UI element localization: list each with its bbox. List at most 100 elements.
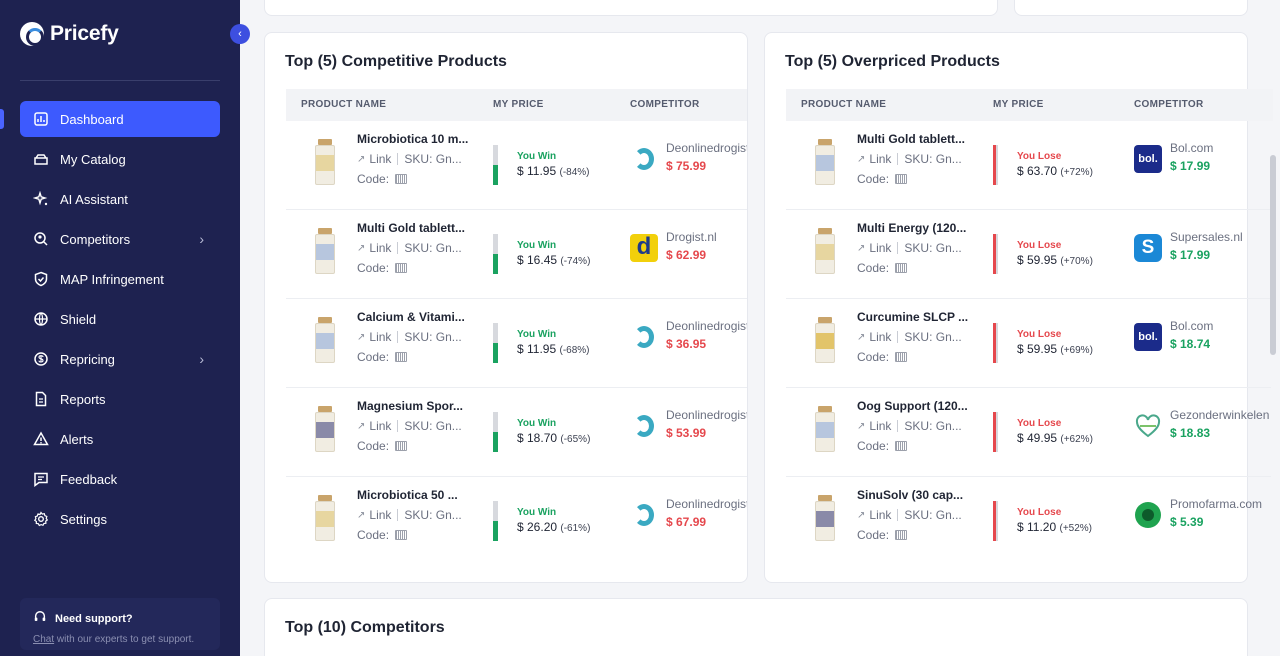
app-logo[interactable]: Pricefy bbox=[20, 22, 119, 46]
price-status: You Lose bbox=[1017, 329, 1062, 340]
table-row[interactable]: Microbiotica 50 ... ↗ Link SKU: Gn... Code: Y… bbox=[286, 477, 747, 566]
top-competitors-card: Top (10) Competitors bbox=[264, 598, 1248, 656]
table-header: PRODUCT NAME MY PRICE COMPETITOR bbox=[286, 89, 747, 121]
sidebar-item-reports[interactable]: Reports bbox=[20, 381, 220, 417]
table-row[interactable]: Multi Gold tablett... ↗ Link SKU: Gn... Code… bbox=[286, 210, 747, 299]
table-row[interactable]: SinuSolv (30 cap... ↗ Link SKU: Gn... Code: Y… bbox=[786, 477, 1271, 566]
external-link-icon[interactable]: ↗ bbox=[357, 509, 366, 521]
product-image[interactable] bbox=[814, 495, 836, 543]
competitor-price: $ 36.95 bbox=[666, 337, 707, 351]
sidebar-item-dashboard[interactable]: Dashboard bbox=[20, 101, 220, 137]
product-image[interactable] bbox=[814, 317, 836, 365]
competitor-name[interactable]: Drogist.nl bbox=[666, 230, 717, 244]
competitor-name[interactable]: Bol.com bbox=[1170, 141, 1214, 155]
collapse-sidebar-button[interactable]: ‹ bbox=[230, 24, 250, 44]
product-image[interactable] bbox=[814, 228, 836, 276]
product-link[interactable]: Link bbox=[869, 241, 892, 255]
competitor-logo bbox=[1134, 412, 1162, 440]
table-row[interactable]: Multi Energy (120... ↗ Link SKU: Gn... Code:… bbox=[786, 210, 1271, 299]
product-link[interactable]: Link bbox=[369, 241, 392, 255]
external-link-icon[interactable]: ↗ bbox=[857, 331, 866, 343]
product-link[interactable]: Link bbox=[869, 508, 892, 522]
competitor-name[interactable]: Gezonderwinkelen bbox=[1170, 408, 1270, 422]
table-row[interactable]: Curcumine SLCP ... ↗ Link SKU: Gn... Code: Yo… bbox=[786, 299, 1271, 388]
competitor-name[interactable]: Deonlinedrogist.nl bbox=[666, 408, 747, 422]
chat-link[interactable]: Chat bbox=[33, 634, 55, 645]
competitor-name[interactable]: Promofarma.com bbox=[1170, 497, 1263, 511]
table-row[interactable]: Multi Gold tablett... ↗ Link SKU: Gn... Code… bbox=[786, 121, 1271, 210]
product-name[interactable]: Microbiotica 50 ... bbox=[357, 488, 458, 502]
sidebar-item-repricing[interactable]: Repricing › bbox=[20, 341, 220, 377]
external-link-icon[interactable]: ↗ bbox=[857, 153, 866, 165]
product-image[interactable] bbox=[314, 228, 336, 276]
sidebar-item-alerts[interactable]: Alerts bbox=[20, 421, 220, 457]
product-code: Code: bbox=[357, 172, 408, 186]
sidebar-item-settings[interactable]: Settings bbox=[20, 501, 220, 537]
table-row[interactable]: Microbiotica 10 m... ↗ Link SKU: Gn... Code:… bbox=[286, 121, 747, 210]
product-link[interactable]: Link bbox=[869, 419, 892, 433]
sidebar-item-my-catalog[interactable]: My Catalog bbox=[20, 141, 220, 177]
sidebar-item-ai-assistant[interactable]: AI Assistant bbox=[20, 181, 220, 217]
price-diff-pct: (+70%) bbox=[1060, 256, 1093, 267]
product-name[interactable]: Oog Support (120... bbox=[857, 399, 968, 413]
app-name: Pricefy bbox=[50, 22, 119, 45]
product-link[interactable]: Link bbox=[369, 508, 392, 522]
shield-check-icon bbox=[33, 271, 49, 287]
product-image[interactable] bbox=[314, 406, 336, 454]
product-name[interactable]: Curcumine SLCP ... bbox=[857, 310, 969, 324]
competitor-name[interactable]: Deonlinedrogist.nl bbox=[666, 497, 747, 511]
product-name[interactable]: Magnesium Spor... bbox=[357, 399, 464, 413]
sidebar-item-map-infringement[interactable]: MAP Infringement bbox=[20, 261, 220, 297]
external-link-icon[interactable]: ↗ bbox=[857, 509, 866, 521]
competitor-name[interactable]: Deonlinedrogist.nl bbox=[666, 319, 747, 333]
product-link[interactable]: Link bbox=[869, 330, 892, 344]
product-name[interactable]: Calcium & Vitami... bbox=[357, 310, 465, 324]
price-status: You Lose bbox=[1017, 418, 1062, 429]
external-link-icon[interactable]: ↗ bbox=[357, 153, 366, 165]
table-row[interactable]: Oog Support (120... ↗ Link SKU: Gn... Code: Y… bbox=[786, 388, 1271, 477]
external-link-icon[interactable]: ↗ bbox=[857, 242, 866, 254]
external-link-icon[interactable]: ↗ bbox=[357, 331, 366, 343]
sidebar-item-label: MAP Infringement bbox=[60, 271, 164, 287]
support-text: with our experts to get support. bbox=[54, 634, 195, 645]
product-image[interactable] bbox=[314, 495, 336, 543]
product-link[interactable]: Link bbox=[369, 330, 392, 344]
external-link-icon[interactable]: ↗ bbox=[357, 242, 366, 254]
product-name[interactable]: Multi Gold tablett... bbox=[857, 132, 965, 146]
product-image[interactable] bbox=[314, 139, 336, 187]
page-scrollbar[interactable] bbox=[1270, 155, 1276, 355]
product-link[interactable]: Link bbox=[369, 419, 392, 433]
chevron-right-icon: › bbox=[199, 231, 204, 247]
competitor-price: $ 18.83 bbox=[1170, 426, 1211, 440]
sidebar-item-shield[interactable]: Shield bbox=[20, 301, 220, 337]
product-link[interactable]: Link bbox=[369, 152, 392, 166]
competitor-logo: bol. bbox=[1134, 323, 1162, 351]
product-link[interactable]: Link bbox=[869, 152, 892, 166]
product-image[interactable] bbox=[814, 139, 836, 187]
my-price: $ 26.20 (-61%) bbox=[517, 520, 591, 534]
sidebar-item-feedback[interactable]: Feedback bbox=[20, 461, 220, 497]
external-link-icon[interactable]: ↗ bbox=[357, 420, 366, 432]
product-name[interactable]: Microbiotica 10 m... bbox=[357, 132, 469, 146]
product-image[interactable] bbox=[314, 317, 336, 365]
product-name[interactable]: SinuSolv (30 cap... bbox=[857, 488, 964, 502]
product-name[interactable]: Multi Energy (120... bbox=[857, 221, 967, 235]
sidebar-item-competitors[interactable]: Competitors › bbox=[20, 221, 220, 257]
competitor-name[interactable]: Deonlinedrogist.nl bbox=[666, 141, 747, 155]
competitor-price: $ 67.99 bbox=[666, 515, 707, 529]
external-link-icon[interactable]: ↗ bbox=[857, 420, 866, 432]
price-position-bar bbox=[993, 323, 998, 363]
competitor-name[interactable]: Supersales.nl bbox=[1170, 230, 1243, 244]
competitor-name[interactable]: Bol.com bbox=[1170, 319, 1214, 333]
table-row[interactable]: Calcium & Vitami... ↗ Link SKU: Gn... Code: Y… bbox=[286, 299, 747, 388]
sidebar-divider bbox=[20, 80, 220, 81]
product-sku: SKU: Gn... bbox=[404, 508, 462, 522]
product-name[interactable]: Multi Gold tablett... bbox=[357, 221, 465, 235]
product-code: Code: bbox=[857, 172, 908, 186]
product-image[interactable] bbox=[814, 406, 836, 454]
product-meta: ↗ Link SKU: Gn... bbox=[357, 508, 462, 522]
product-code: Code: bbox=[357, 439, 408, 453]
competitor-price: $ 17.99 bbox=[1170, 159, 1211, 173]
product-meta: ↗ Link SKU: Gn... bbox=[857, 241, 962, 255]
table-row[interactable]: Magnesium Spor... ↗ Link SKU: Gn... Code: You… bbox=[286, 388, 747, 477]
